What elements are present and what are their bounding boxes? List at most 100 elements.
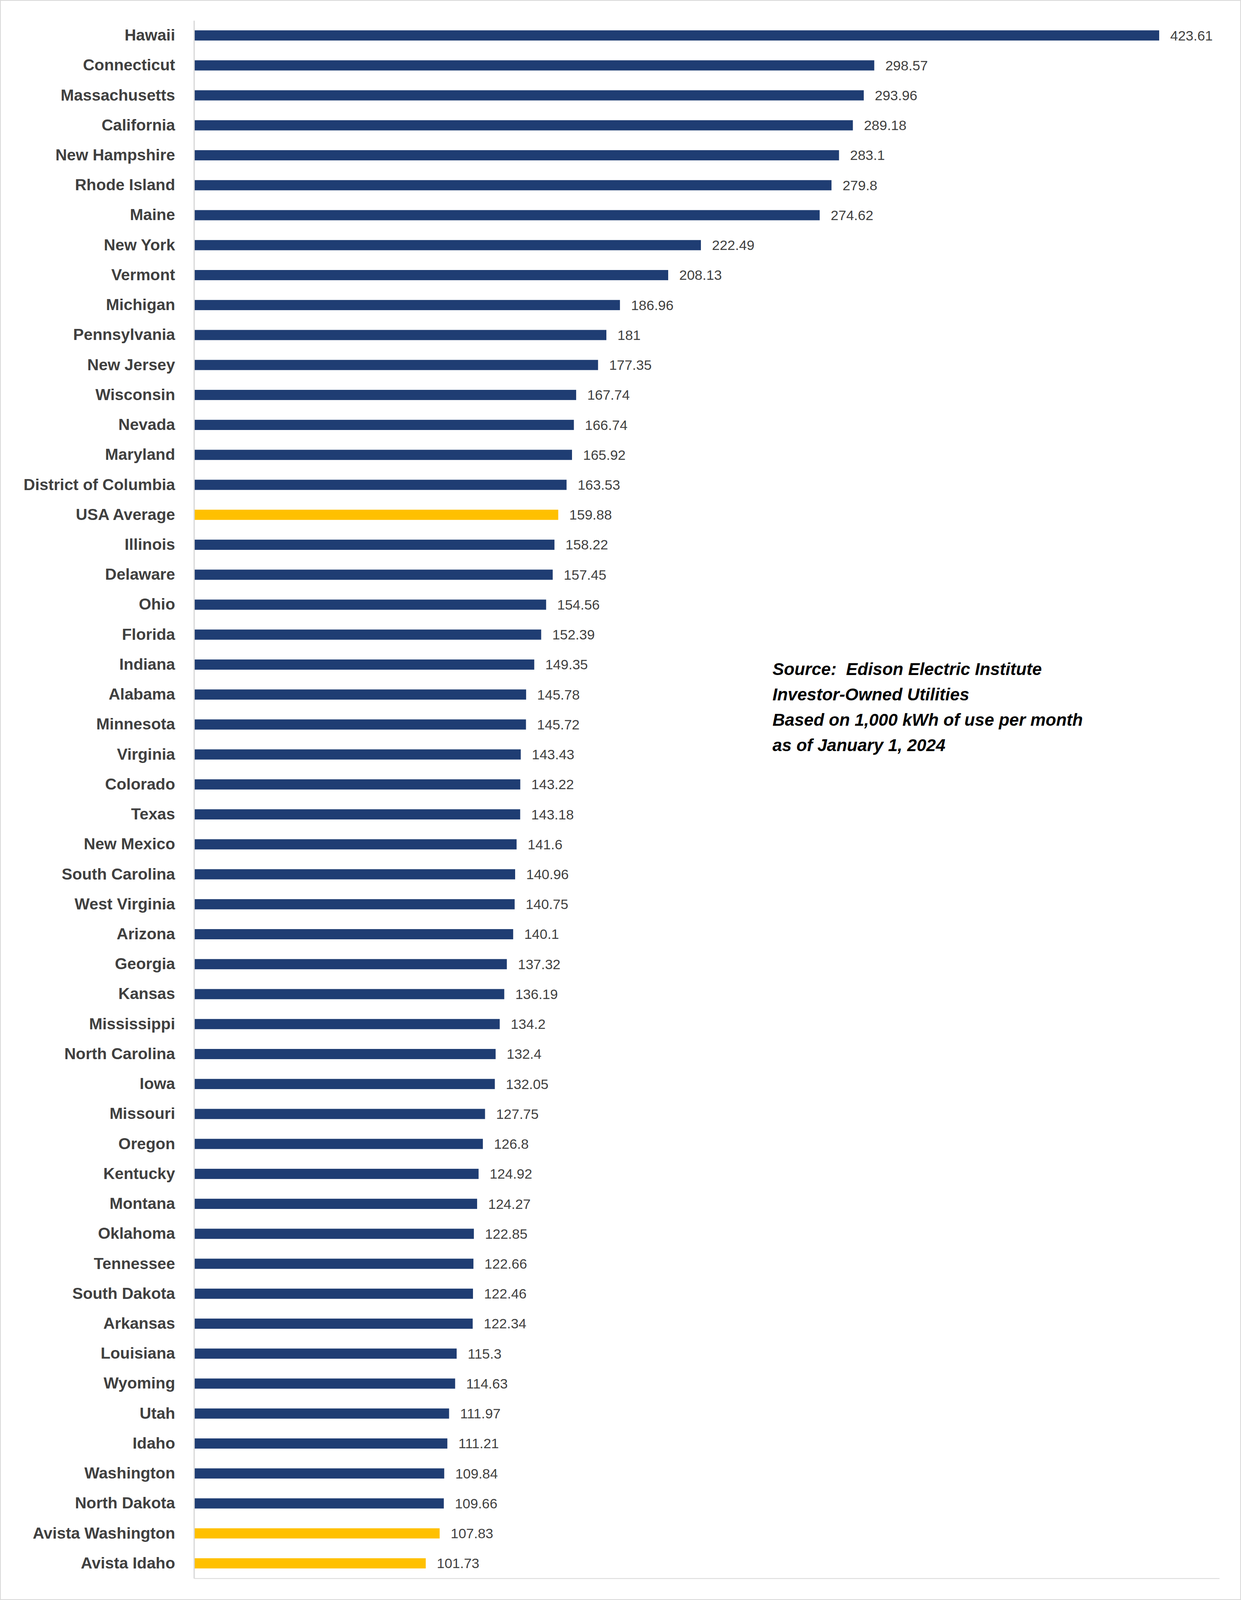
category-label: Georgia: [114, 954, 176, 973]
data-label: 149.35: [545, 656, 588, 673]
data-label: 152.39: [552, 626, 595, 643]
bar: [193, 270, 669, 281]
data-label: 109.84: [455, 1466, 498, 1482]
y-tick: Massachusetts: [60, 86, 194, 104]
category-label: Mississippi: [89, 1015, 176, 1033]
y-tick: Minnesota: [96, 715, 194, 733]
category-label: Texas: [130, 805, 176, 823]
y-tick: Illinois: [124, 535, 194, 554]
data-label: 126.8: [493, 1136, 529, 1152]
data-label: 132.05: [505, 1076, 549, 1093]
category-label: Massachusetts: [60, 86, 176, 104]
data-label: 279.8: [842, 177, 878, 194]
data-label: 167.74: [587, 387, 630, 403]
data-label: 145.78: [537, 686, 580, 703]
data-label: 114.63: [466, 1376, 508, 1392]
y-tick: Pennsylvania: [73, 325, 194, 344]
data-label: 140.1: [524, 926, 559, 942]
category-label: Washington: [84, 1464, 176, 1482]
data-label: 107.83: [450, 1525, 494, 1542]
bar: [193, 60, 875, 71]
category-label: Arizona: [116, 925, 176, 943]
y-tick: New Hampshire: [55, 146, 194, 164]
data-label: 124.92: [489, 1166, 533, 1182]
y-tick: Hawaii: [124, 26, 194, 44]
data-label: 159.88: [569, 506, 612, 523]
bar: [193, 389, 577, 401]
category-label: Vermont: [111, 265, 176, 284]
y-tick: Oklahoma: [97, 1224, 194, 1243]
bar: [193, 1078, 495, 1090]
bar: [193, 150, 840, 161]
y-tick: Louisiana: [100, 1344, 194, 1363]
category-label: Connecticut: [83, 56, 176, 74]
bar: [193, 1438, 448, 1449]
data-label: 122.34: [483, 1315, 527, 1332]
y-tick: Ohio: [138, 595, 194, 613]
bar: [193, 1498, 444, 1509]
data-label: 293.96: [874, 87, 918, 104]
data-label: 122.46: [484, 1286, 527, 1302]
y-tick: California: [101, 116, 194, 134]
bar: [193, 869, 516, 880]
y-tick: Georgia: [114, 954, 194, 973]
y-tick: Washington: [84, 1464, 194, 1482]
y-tick: Alabama: [108, 685, 194, 703]
y-tick: South Carolina: [61, 865, 194, 883]
category-label: South Dakota: [72, 1284, 176, 1303]
bar: [193, 360, 599, 371]
category-label: Pennsylvania: [73, 325, 176, 344]
y-tick: New Mexico: [83, 835, 194, 853]
y-tick: Wyoming: [103, 1374, 194, 1392]
category-label: Indiana: [119, 655, 176, 674]
bar: [193, 839, 517, 850]
category-label: Michigan: [105, 295, 176, 314]
y-tick: Tennessee: [93, 1254, 194, 1273]
bar: [193, 30, 1160, 41]
data-label: 101.73: [436, 1555, 480, 1572]
bar: [193, 90, 864, 101]
bar: [193, 1378, 455, 1390]
bar: [193, 719, 526, 730]
y-tick: Mississippi: [89, 1015, 194, 1033]
y-tick: Maryland: [105, 445, 194, 464]
category-label: Iowa: [139, 1074, 176, 1093]
data-label: 124.27: [488, 1196, 531, 1212]
y-tick: New Jersey: [87, 355, 194, 374]
bar: [193, 1049, 496, 1060]
data-label: 109.66: [454, 1495, 498, 1512]
category-label: West Virginia: [74, 895, 176, 913]
category-label: District of Columbia: [23, 475, 176, 494]
y-tick: North Carolina: [64, 1045, 194, 1063]
category-label: Oregon: [118, 1135, 176, 1153]
bar: [193, 749, 521, 760]
category-label: Avista Idaho: [81, 1554, 176, 1573]
data-label: 127.75: [495, 1106, 539, 1122]
category-label: New Hampshire: [55, 146, 176, 164]
category-label: Colorado: [105, 775, 176, 793]
bar: [193, 689, 527, 700]
y-tick: Kentucky: [103, 1164, 194, 1183]
category-label: Kentucky: [103, 1164, 176, 1183]
bar: [193, 329, 607, 341]
bar: [193, 659, 535, 670]
data-label: 140.75: [525, 896, 569, 913]
category-label: Wyoming: [103, 1374, 176, 1392]
y-axis-line: [193, 20, 195, 1579]
bar: [193, 1288, 473, 1300]
category-label: North Carolina: [64, 1045, 176, 1063]
y-tick: Oregon: [118, 1135, 194, 1153]
category-label: Avista Washington: [32, 1524, 176, 1543]
chart: Hawaii Connecticut Massachusetts California…: [0, 0, 1241, 1600]
y-tick: Kansas: [118, 984, 194, 1003]
bars: [193, 30, 1160, 1569]
y-tick: Vermont: [111, 265, 194, 284]
y-tick: Texas: [130, 805, 194, 823]
y-tick: Arizona: [116, 925, 194, 943]
data-label: 154.56: [557, 596, 600, 613]
y-tick: South Dakota: [72, 1284, 194, 1303]
y-tick: Iowa: [139, 1074, 194, 1093]
annotation-line: Source: Edison Electric Institute: [772, 659, 1042, 679]
category-label: Maryland: [105, 445, 176, 464]
category-label: Rhode Island: [74, 175, 176, 194]
